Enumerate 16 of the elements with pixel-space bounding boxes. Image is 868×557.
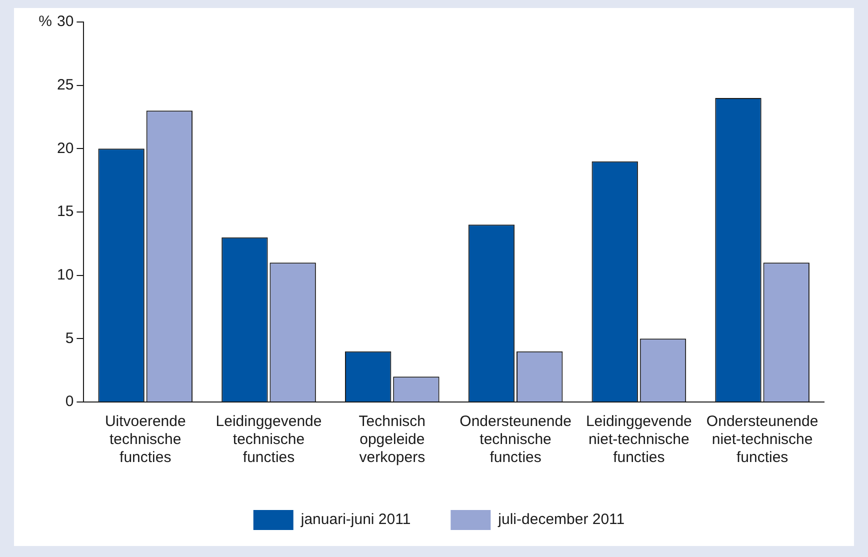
y-tick-label: 15 bbox=[56, 203, 74, 220]
x-tick-label: Technisch opgeleide verkopers bbox=[358, 413, 426, 466]
x-tick-label: Ondersteunende niet-technische functies bbox=[706, 413, 818, 466]
y-tick-label: 10 bbox=[56, 266, 74, 284]
legend-label: juli-december 2011 bbox=[497, 511, 625, 528]
y-tick-label: 0 bbox=[65, 393, 74, 410]
x-tick-label: Leidinggevende niet-technische functies bbox=[586, 413, 692, 466]
y-tick-label: 30 bbox=[56, 13, 74, 30]
y-tick-label: 25 bbox=[56, 76, 74, 94]
x-tick-label: Ondersteunende technische functies bbox=[460, 413, 572, 466]
legend-label: januari-juni 2011 bbox=[300, 511, 411, 528]
y-tick-label: 5 bbox=[65, 330, 74, 347]
y-axis-title: % bbox=[38, 13, 52, 30]
y-tick-label: 20 bbox=[56, 140, 74, 157]
x-tick-label: Leidinggevende technische functies bbox=[216, 413, 322, 466]
x-tick-label: Uitvoerende technische functies bbox=[104, 413, 186, 466]
